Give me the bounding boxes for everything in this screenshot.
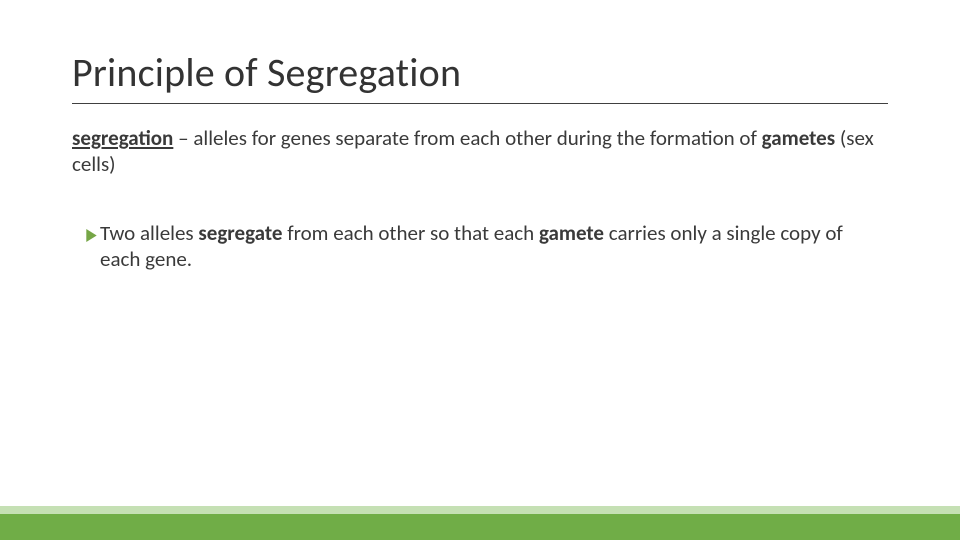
slide-container: Principle of Segregation segregation – a… — [0, 0, 960, 540]
bullet-text: Two alleles segregate from each other so… — [100, 221, 878, 272]
footer-bar-dark — [0, 514, 960, 540]
bullet-bold-2: gamete — [539, 220, 604, 246]
definition-paragraph: segregation – alleles for genes separate… — [72, 126, 888, 177]
bullet-bold-1: segregate — [198, 220, 282, 246]
footer-bar-light — [0, 506, 960, 514]
footer-accent — [0, 506, 960, 540]
slide-title: Principle of Segregation — [72, 48, 888, 104]
definition-dash: – — [173, 125, 193, 151]
bullet-text-2: from each other so that each — [282, 220, 538, 246]
bullet-item: Two alleles segregate from each other so… — [82, 221, 888, 272]
definition-bold-1: gametes — [762, 125, 835, 151]
definition-text-1: alleles for genes separate from each oth… — [193, 125, 761, 151]
definition-term: segregation — [72, 125, 173, 151]
bullet-text-1: Two alleles — [100, 220, 198, 246]
chevron-right-icon — [82, 223, 100, 247]
